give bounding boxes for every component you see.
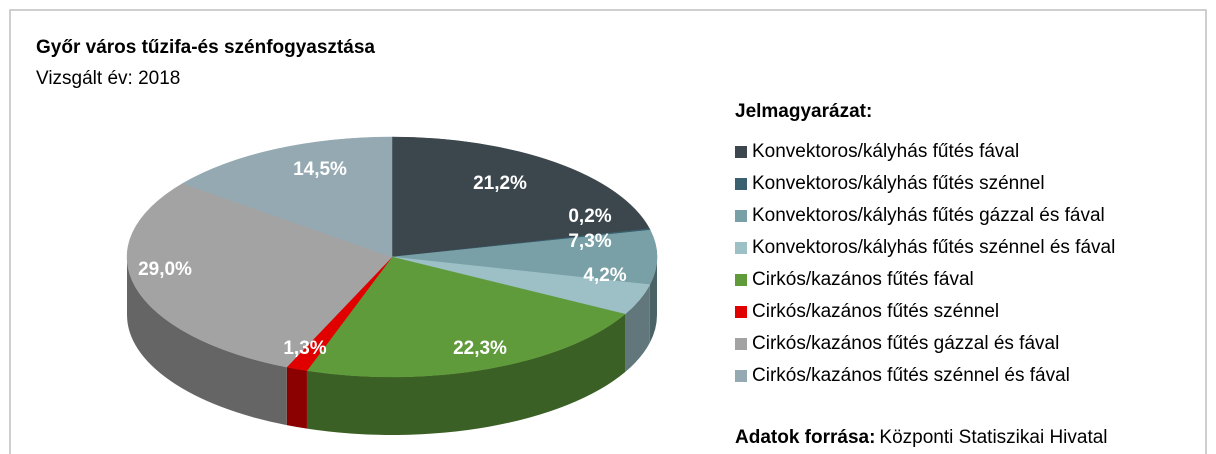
pie-side bbox=[286, 367, 307, 429]
legend-swatch bbox=[735, 178, 747, 190]
legend-label: Konvektoros/kályhás fűtés szénnel bbox=[752, 173, 1045, 194]
legend-swatch bbox=[735, 210, 747, 222]
data-label: 1,3% bbox=[283, 338, 326, 359]
pie-side bbox=[649, 257, 657, 343]
legend-label: Cirkós/kazános fűtés szénnel és fával bbox=[752, 365, 1070, 386]
legend-title: Jelmagyarázat: bbox=[735, 101, 872, 122]
legend-label: Konvektoros/kályhás fűtés gázzal és fáva… bbox=[752, 205, 1105, 226]
legend-label: Konvektoros/kályhás fűtés fával bbox=[752, 141, 1019, 162]
frame bbox=[9, 9, 1207, 454]
pie-side bbox=[306, 314, 626, 435]
legend-swatch bbox=[735, 370, 747, 382]
pie-slice bbox=[306, 256, 626, 378]
pie-slice bbox=[391, 229, 658, 285]
source: Adatok forrása: Központi Statiszikai Hiva… bbox=[735, 427, 1108, 448]
data-label: 29,0% bbox=[138, 259, 192, 280]
data-label: 22,3% bbox=[453, 338, 507, 359]
pie-slice bbox=[182, 136, 393, 258]
data-label: 21,2% bbox=[473, 173, 527, 194]
legend-swatch bbox=[735, 242, 747, 254]
legend-swatch bbox=[735, 338, 747, 350]
pie-side bbox=[127, 257, 287, 426]
data-label: 14,5% bbox=[293, 159, 347, 180]
pie-slice bbox=[126, 183, 393, 368]
legend-label: Cirkós/kazános fűtés gázzal és fával bbox=[752, 333, 1059, 354]
data-label: 4,2% bbox=[583, 265, 626, 286]
legend-label: Cirkós/kazános fűtés fával bbox=[752, 269, 974, 290]
data-label: 0,2% bbox=[568, 206, 611, 227]
pie-slice bbox=[391, 136, 650, 258]
legend-label: Cirkós/kazános fűtés szénnel bbox=[752, 301, 999, 322]
pie-side bbox=[625, 284, 650, 373]
source-text: Központi Statiszikai Hivatal bbox=[879, 427, 1107, 448]
data-label: 7,3% bbox=[568, 231, 611, 252]
legend-swatch bbox=[735, 306, 747, 318]
legend-swatch bbox=[735, 274, 747, 286]
legend-swatch bbox=[735, 146, 747, 158]
source-label: Adatok forrása: bbox=[735, 427, 875, 448]
chart-title: Győr város tűzifa-és szénfogyasztása bbox=[36, 37, 375, 58]
chart-subtitle: Vizsgált év: 2018 bbox=[36, 68, 180, 89]
legend-label: Konvektoros/kályhás fűtés szénnel és fáv… bbox=[752, 237, 1115, 258]
